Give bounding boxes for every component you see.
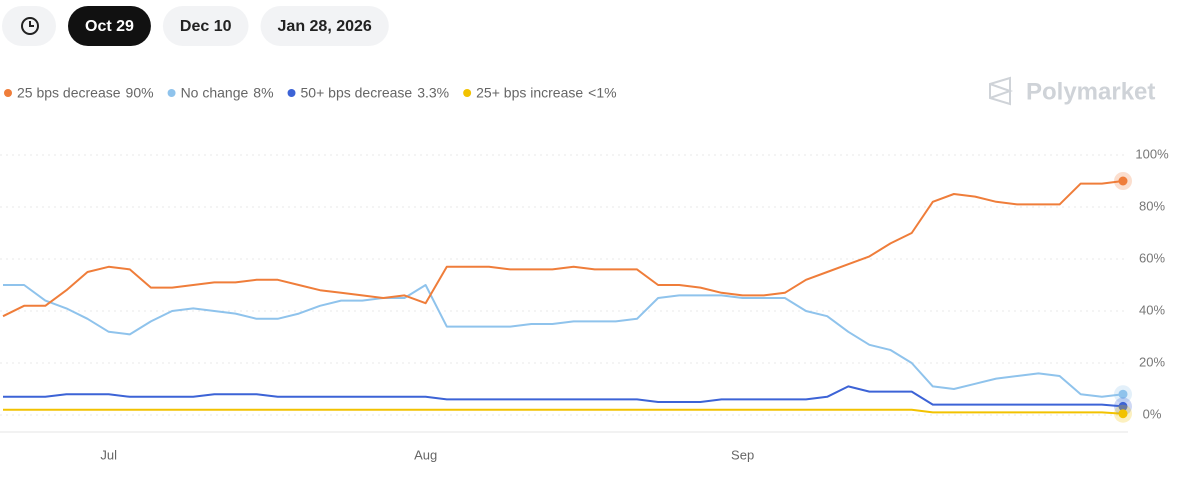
date-button[interactable]: Dec 10 (162, 6, 249, 46)
end-dot (1118, 176, 1128, 186)
legend-name: 25+ bps increase (476, 85, 583, 101)
legend-name: No change (181, 85, 249, 101)
date-buttons: Oct 29 Dec 10 Jan 28, 2026 (68, 6, 389, 46)
legend-value: 90% (126, 85, 154, 101)
y-tick-label: 20% (1139, 354, 1165, 369)
y-tick-label: 40% (1139, 302, 1165, 317)
legend-value: 3.3% (417, 85, 449, 101)
legend-name: 25 bps decrease (17, 85, 121, 101)
button-bg (68, 6, 151, 46)
y-tick-label: 80% (1139, 198, 1165, 213)
watermark: Polymarket (989, 76, 1155, 106)
y-tick-label: 0% (1143, 406, 1162, 421)
legend: 25 bps decrease 90% No change 8% 50+ bps dec… (4, 85, 617, 101)
clock-icon (21, 17, 39, 35)
button-label: Jan 28, 2026 (278, 18, 372, 35)
legend-dot (4, 89, 12, 97)
legend-value: <1% (588, 85, 616, 101)
x-tick-label: Sep (731, 447, 754, 462)
series-line (3, 385, 1124, 408)
button-bg (260, 6, 389, 46)
series-line (3, 284, 1124, 398)
button-label: Dec 10 (180, 18, 232, 35)
series-line (2, 180, 1124, 318)
end-dot (1118, 389, 1128, 399)
x-tick-label: Jul (100, 447, 117, 462)
y-tick-label: 100% (1135, 146, 1169, 161)
date-button[interactable]: Oct 29 (68, 6, 151, 46)
end-dot (1118, 409, 1128, 419)
button-bg (162, 6, 249, 46)
clock-hand (29, 21, 34, 27)
date-button[interactable]: Jan 28, 2026 (260, 6, 389, 46)
legend-name: 50+ bps decrease (301, 85, 413, 101)
legend-value: 8% (253, 85, 273, 101)
legend-dot (463, 89, 472, 97)
clock-button[interactable] (2, 6, 56, 46)
legend-dot (287, 89, 296, 97)
y-tick-label: 60% (1139, 250, 1165, 265)
button-label: Oct 29 (85, 18, 134, 35)
series-line (3, 408, 1124, 415)
watermark-logo (989, 76, 1014, 106)
legend-dot (167, 89, 176, 97)
x-tick-label: Aug (414, 447, 437, 462)
watermark-text: Polymarket (1026, 78, 1155, 105)
end-dot (1118, 401, 1128, 411)
